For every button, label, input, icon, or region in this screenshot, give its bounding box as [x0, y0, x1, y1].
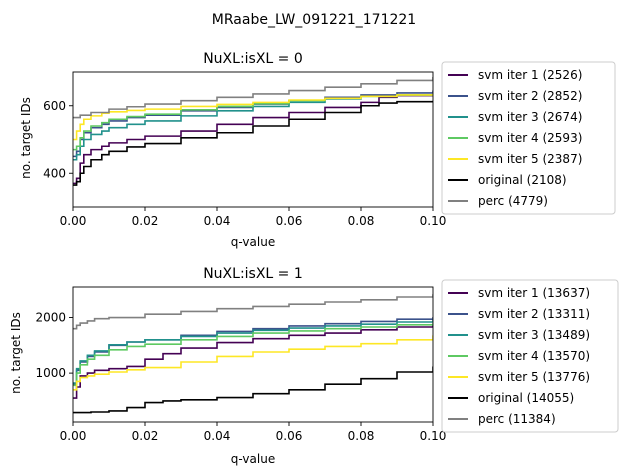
chart-panel-isxl-0: NuXL:isXL = 0 q-value no. target IDs 0.0…: [19, 51, 616, 249]
x-tick-label: 0.10: [420, 214, 447, 228]
chart-title: NuXL:isXL = 0: [203, 51, 303, 67]
x-tick-label: 0.08: [348, 214, 375, 228]
figure-suptitle: MRaabe_LW_091221_171221: [212, 12, 416, 28]
legend-frame: [441, 279, 619, 433]
axes-frame: [72, 286, 434, 423]
legend: svm iter 1 (2526) svm iter 2 (2852) svm it…: [441, 61, 616, 215]
x-tick-label: 0.00: [60, 429, 87, 443]
legend-label: original (14055): [478, 391, 574, 405]
series-line-original: [73, 100, 433, 186]
legend-label: svm iter 2 (2852): [478, 89, 582, 103]
series-line-perc: [73, 77, 433, 119]
legend-label: perc (4779): [478, 194, 548, 208]
x-tick-label: 0.06: [276, 214, 303, 228]
x-tick-label: 0.08: [348, 429, 375, 443]
series-line-svm-iter-1: [73, 324, 433, 399]
y-tick-label: 1000: [35, 366, 66, 380]
series-line-svm-iter-1: [73, 93, 433, 185]
legend-label: svm iter 3 (2674): [478, 110, 582, 124]
axes-frame: [72, 71, 434, 208]
legend: svm iter 1 (13637) svm iter 2 (13311) svm …: [441, 279, 619, 433]
series-line-svm-iter-5: [73, 335, 433, 391]
plot-area: 0.00 0.02 0.04 0.06 0.08 0.10 400 600: [43, 71, 447, 228]
plot-area: 0.00 0.02 0.04 0.06 0.08 0.10 1000 2000: [35, 286, 447, 443]
y-tick-label: 400: [43, 166, 66, 180]
legend-label: perc (11384): [478, 412, 556, 426]
x-tick-label: 0.02: [132, 429, 159, 443]
legend-label: original (2108): [478, 173, 567, 187]
x-axis-label: q-value: [231, 235, 275, 249]
x-tick-label: 0.04: [204, 214, 231, 228]
y-axis-label: no. target IDs: [9, 312, 23, 394]
x-tick-label: 0.06: [276, 429, 303, 443]
x-axis-label: q-value: [231, 452, 275, 466]
legend-label: svm iter 4 (2593): [478, 131, 582, 145]
chart-panel-isxl-1: NuXL:isXL = 1 q-value no. target IDs 0.0…: [9, 266, 619, 466]
x-tick-label: 0.02: [132, 214, 159, 228]
legend-label: svm iter 1 (13637): [478, 286, 590, 300]
series-lines: [73, 294, 433, 414]
y-axis-label: no. target IDs: [19, 97, 33, 179]
x-tick-label: 0.04: [204, 429, 231, 443]
x-tick-label: 0.10: [420, 429, 447, 443]
series-line-perc: [73, 294, 433, 330]
legend-label: svm iter 1 (2526): [478, 68, 582, 82]
series-line-svm-iter-4: [73, 323, 433, 387]
y-tick-label: 2000: [35, 311, 66, 325]
legend-label: svm iter 2 (13311): [478, 307, 590, 321]
y-tick-label: 600: [43, 99, 66, 113]
series-line-original: [73, 366, 433, 414]
legend-label: svm iter 4 (13570): [478, 349, 590, 363]
series-line-svm-iter-5: [73, 93, 433, 141]
x-tick-label: 0.00: [60, 214, 87, 228]
legend-label: svm iter 3 (13489): [478, 328, 590, 342]
legend-frame: [441, 61, 616, 215]
series-lines: [73, 77, 433, 186]
legend-label: svm iter 5 (2387): [478, 152, 582, 166]
legend-label: svm iter 5 (13776): [478, 370, 590, 384]
chart-title: NuXL:isXL = 1: [203, 266, 303, 282]
